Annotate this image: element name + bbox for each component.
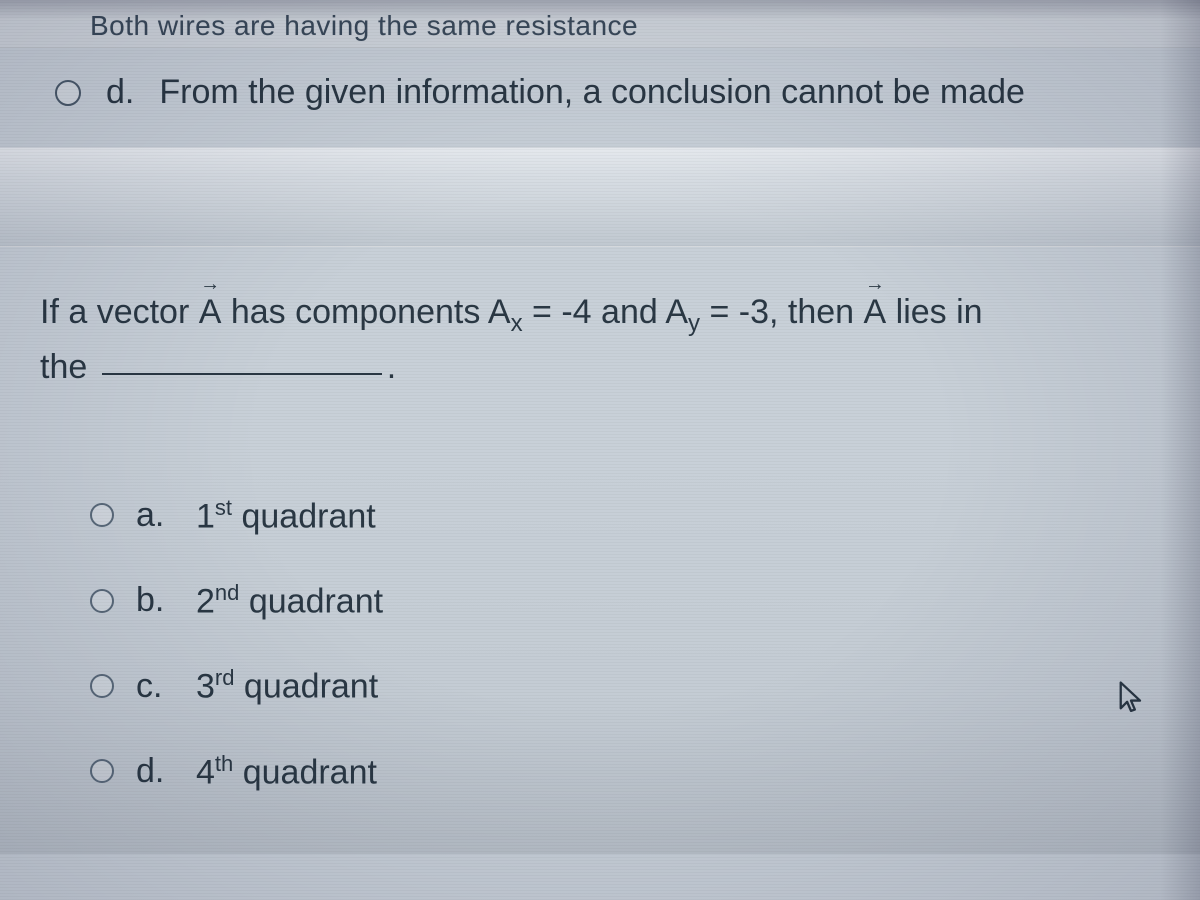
radio-icon[interactable]	[90, 759, 114, 783]
answer-option-d[interactable]: d. 4th quadrant	[90, 729, 1160, 814]
vector-a-symbol-2: A	[864, 287, 887, 338]
cursor-icon	[1117, 680, 1145, 716]
radio-icon[interactable]	[90, 674, 114, 698]
answer-letter: c.	[136, 667, 171, 706]
answers-list: a. 1st quadrant b. 2nd quadrant c. 3rd q…	[0, 443, 1200, 854]
q-eq1: = -4 and A	[523, 293, 688, 331]
subscript-y: y	[688, 310, 700, 337]
answer-text: 1st quadrant	[196, 495, 376, 536]
option-letter: d.	[106, 73, 134, 112]
answer-text: 4th quadrant	[196, 751, 377, 792]
question-text: If a vector A has components Ax = -4 and…	[40, 287, 1160, 393]
answer-text: 3rd quadrant	[196, 665, 378, 706]
q-prefix: If a vector	[40, 293, 199, 331]
radio-icon[interactable]	[90, 589, 114, 613]
answer-option-b[interactable]: b. 2nd quadrant	[90, 558, 1160, 643]
previous-option-d-row[interactable]: d. From the given information, a conclus…	[0, 48, 1200, 147]
question-divider	[0, 147, 1200, 247]
answer-letter: a.	[136, 496, 171, 535]
q-mid1: has components A	[221, 293, 510, 331]
radio-icon[interactable]	[55, 80, 81, 106]
answer-option-a[interactable]: a. 1st quadrant	[90, 473, 1160, 558]
subscript-x: x	[511, 310, 523, 337]
q-line2-prefix: the	[40, 348, 97, 386]
q-suffix: lies in	[886, 293, 982, 331]
q-eq2: = -3, then	[700, 293, 864, 331]
answer-text: 2nd quadrant	[196, 580, 383, 621]
vector-a-symbol: A	[199, 287, 222, 338]
q-period: .	[387, 348, 396, 386]
answer-option-c[interactable]: c. 3rd quadrant	[90, 643, 1160, 728]
previous-question-partial: Both wires are having the same resistanc…	[0, 0, 1200, 48]
option-text: From the given information, a conclusion…	[159, 73, 1025, 112]
answer-letter: b.	[136, 581, 171, 620]
fill-blank-line	[102, 373, 382, 375]
answer-letter: d.	[136, 752, 171, 791]
radio-icon[interactable]	[90, 503, 114, 527]
cutoff-text: Both wires are having the same resistanc…	[90, 10, 638, 41]
question-stem: If a vector A has components Ax = -4 and…	[0, 247, 1200, 443]
